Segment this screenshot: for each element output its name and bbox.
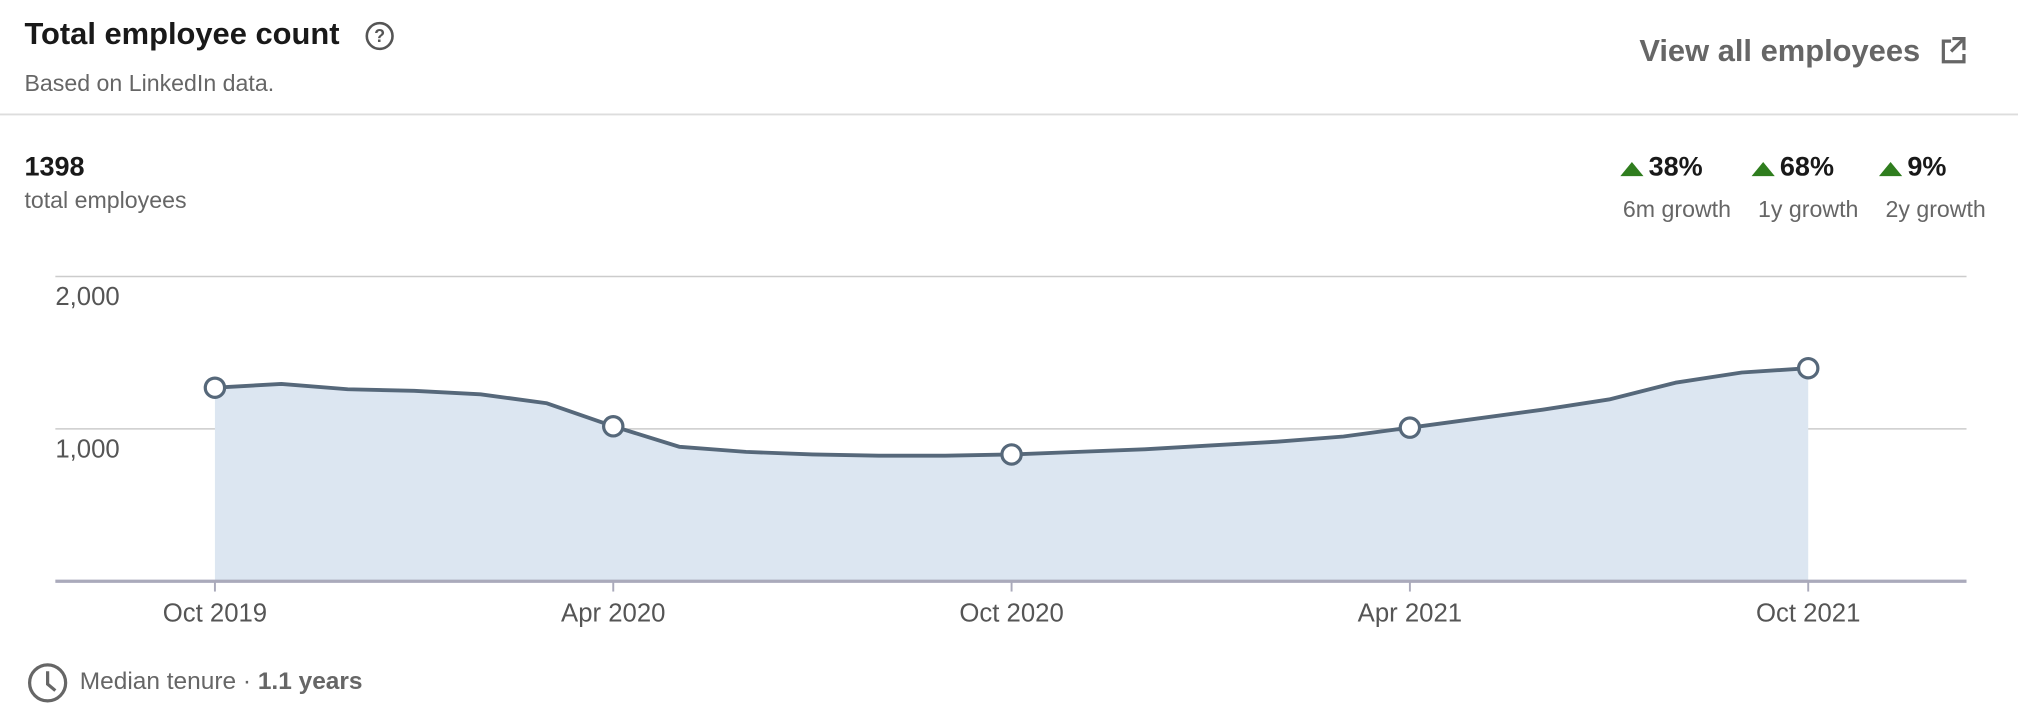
point-marker: [601, 415, 625, 438]
growth-arrow: [1879, 162, 1903, 177]
growth-value: 38%: [1649, 152, 1703, 182]
clock-icon: [27, 663, 68, 703]
subtitle: Based on LinkedIn data.: [24, 70, 274, 96]
point-marker: [1796, 356, 1820, 380]
area: [214, 368, 1809, 582]
growth-arrow: [1620, 162, 1644, 177]
median-tenure: Median tenure · 1.1 years: [80, 668, 363, 695]
x-tick-label: Apr 2021: [1358, 599, 1462, 627]
growth-label: 2y growth: [1885, 196, 1985, 222]
employee-label: total employees: [24, 187, 186, 213]
x-tick-label: Apr 2020: [561, 599, 665, 627]
growth-value: 9%: [1907, 152, 1946, 182]
employee-count: 1398: [24, 152, 84, 182]
external-icon[interactable]: [1941, 36, 1966, 64]
x-tick-label: Oct 2020: [959, 599, 1063, 627]
view-all-link[interactable]: View all employees: [1639, 33, 1920, 68]
point-marker: [1000, 443, 1023, 466]
svg-text:?: ?: [374, 26, 385, 46]
x-tick-label: Oct 2021: [1756, 599, 1860, 627]
growth-arrow: [1751, 162, 1775, 177]
tenure-label: Median tenure: [80, 668, 236, 695]
growth-label: 1y growth: [1758, 196, 1858, 222]
y-tick-label: 2,000: [55, 283, 119, 311]
growth-label: 6m growth: [1623, 196, 1731, 222]
y-tick-label: 1,000: [55, 436, 119, 464]
point-marker: [203, 376, 227, 399]
title: Total employee count: [24, 16, 339, 51]
x-tick-label: Oct 2019: [163, 599, 267, 627]
growth-stats: 38% 6m growth 68% 1y growth 9% 2y growth: [1620, 152, 1986, 222]
separator: ·: [243, 668, 251, 695]
growth-value: 68%: [1780, 152, 1834, 182]
help-icon[interactable]: ?: [365, 21, 394, 51]
tenure-value: 1.1 years: [258, 668, 363, 695]
point-marker: [1398, 416, 1422, 439]
chart: 1,000 2,000 Oct 2019 Apr 2020 Oct 2020 Apr 20…: [55, 275, 1967, 627]
